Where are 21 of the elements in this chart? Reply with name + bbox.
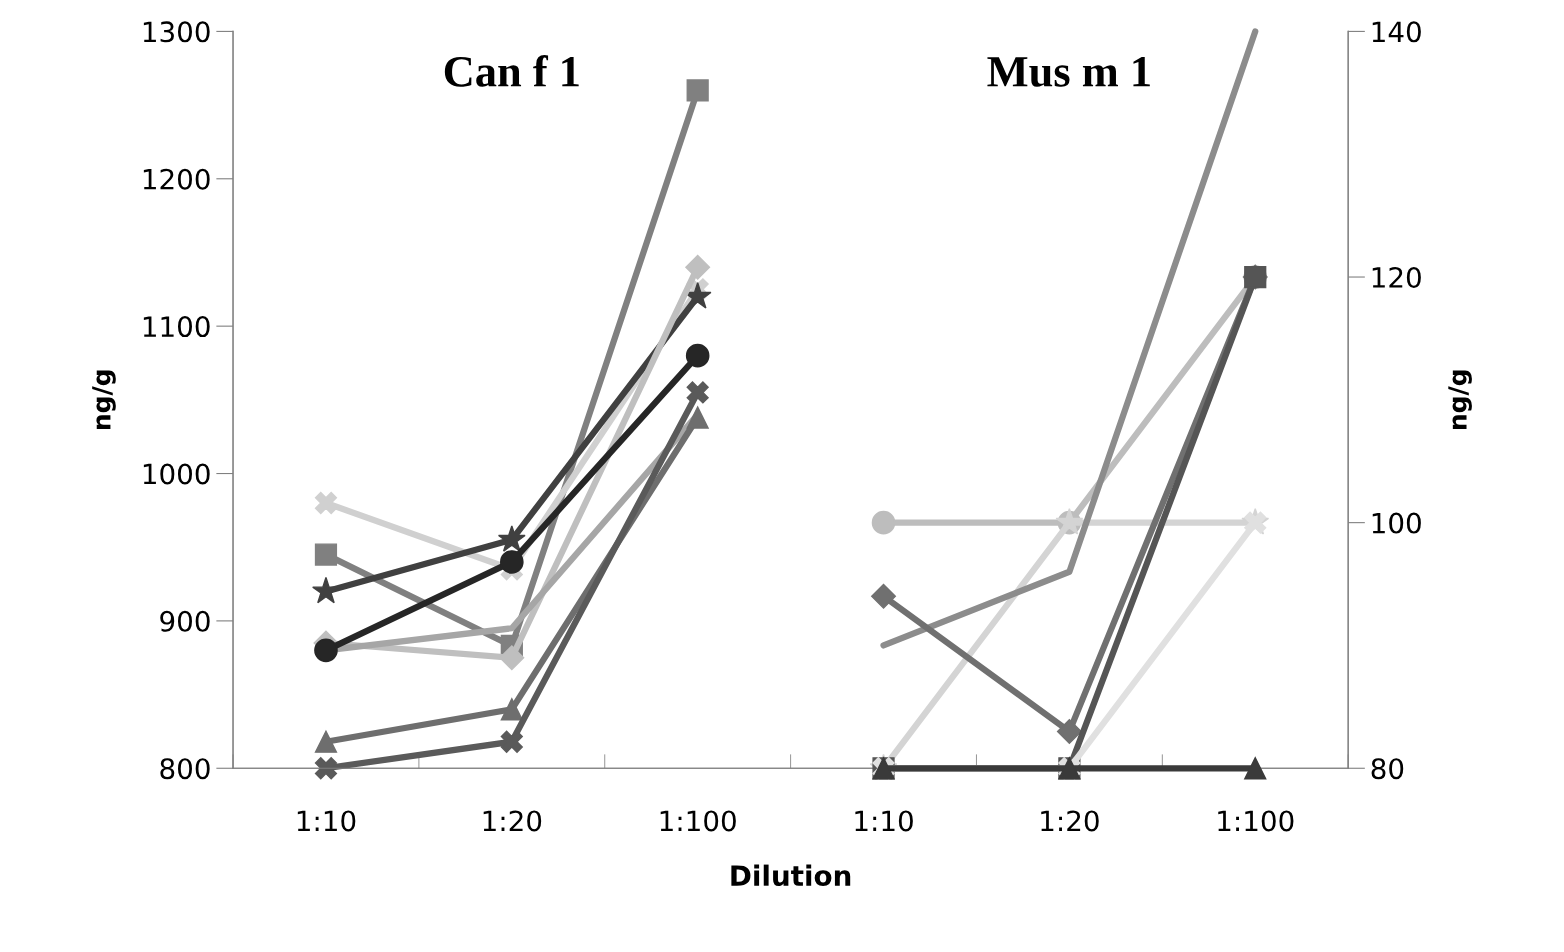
y2-tick-label: 100: [1372, 512, 1421, 534]
annotation: Can f 1: [444, 55, 579, 87]
y-tick-label: 900: [160, 610, 210, 632]
x-tick-label: 1:10: [855, 810, 913, 832]
x-tick-label: 1:20: [483, 810, 542, 832]
y2-axis-title: ng/g: [1448, 370, 1472, 430]
x-tick-label: 1:10: [297, 810, 356, 832]
y-tick-label: 1300: [143, 21, 210, 43]
x-axis-title: Dilution: [731, 864, 851, 887]
y2-tick-label: 120: [1372, 266, 1421, 288]
y-tick-label: 800: [160, 758, 210, 780]
x-tick-label: 1:20: [1041, 810, 1099, 832]
y-tick-label: 1100: [143, 316, 210, 338]
y-axis-title: ng/g: [92, 370, 116, 430]
y-tick-label: 1200: [143, 168, 210, 190]
x-tick-label: 1:100: [1218, 810, 1294, 832]
y2-tick-label: 80: [1371, 758, 1404, 780]
x-tick-label: 1:100: [660, 810, 736, 832]
y-tick-label: 1000: [143, 463, 210, 485]
annotation: Mus m 1: [987, 56, 1150, 87]
y2-tick-label: 140: [1372, 21, 1421, 43]
